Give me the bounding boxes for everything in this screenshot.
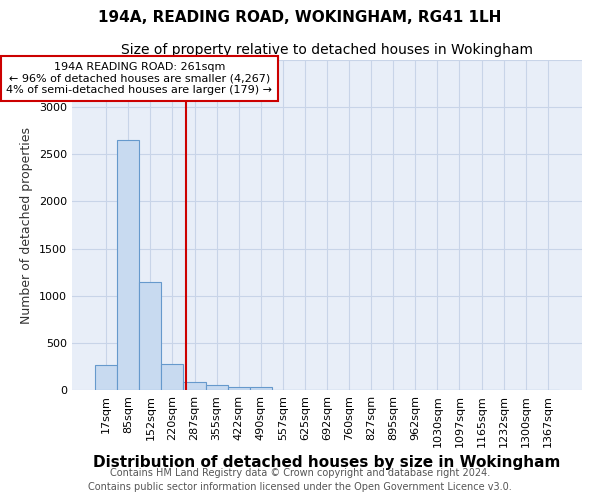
Bar (227, 386, 250, 390)
Y-axis label: Number of detached properties: Number of detached properties (20, 126, 34, 324)
Text: Contains HM Land Registry data © Crown copyright and database right 2024.
Contai: Contains HM Land Registry data © Crown c… (88, 468, 512, 492)
Text: 194A READING ROAD: 261sqm
← 96% of detached houses are smaller (4,267)
4% of sem: 194A READING ROAD: 261sqm ← 96% of detac… (7, 62, 272, 95)
Bar (117, 140, 139, 390)
Title: Size of property relative to detached houses in Wokingham: Size of property relative to detached ho… (121, 44, 533, 58)
Bar (139, 282, 161, 390)
Bar (206, 386, 227, 390)
Bar (184, 382, 206, 390)
Bar (250, 387, 272, 390)
Bar (161, 364, 184, 390)
Text: 194A, READING ROAD, WOKINGHAM, RG41 1LH: 194A, READING ROAD, WOKINGHAM, RG41 1LH (98, 10, 502, 25)
Bar (95, 364, 117, 390)
X-axis label: Distribution of detached houses by size in Wokingham: Distribution of detached houses by size … (94, 455, 560, 470)
